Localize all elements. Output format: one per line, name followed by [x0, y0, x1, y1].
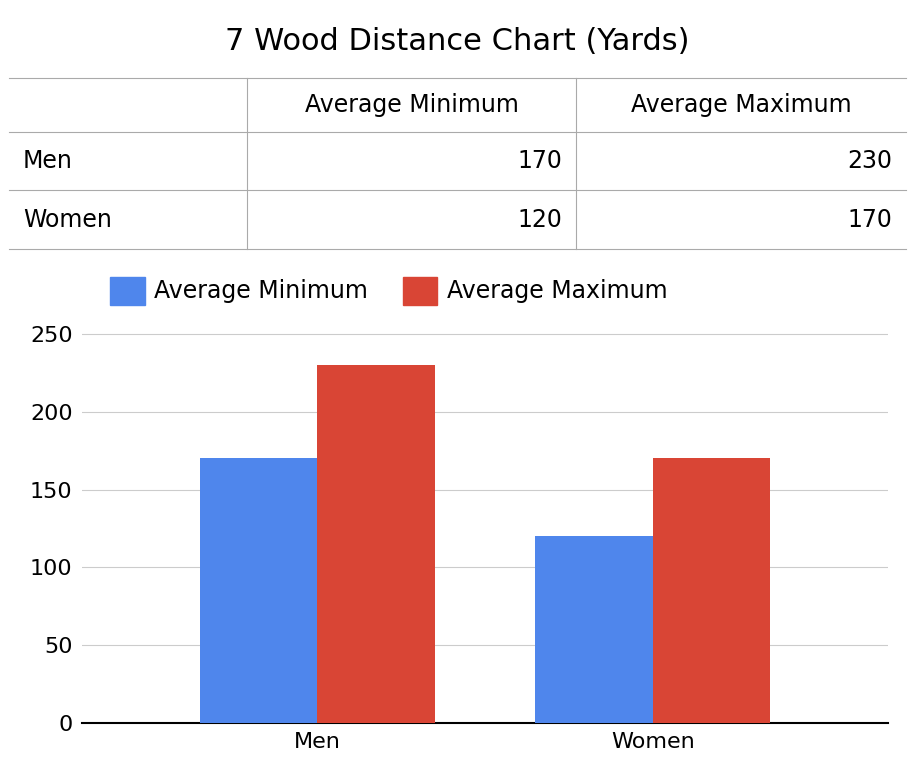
Text: Average Minimum: Average Minimum [154, 280, 368, 303]
Text: 120: 120 [518, 207, 563, 232]
Bar [535, 536, 652, 723]
Bar [199, 458, 318, 723]
Bar [652, 458, 770, 723]
Text: Average Minimum: Average Minimum [305, 93, 519, 117]
Text: 170: 170 [518, 149, 563, 173]
Text: Average Maximum: Average Maximum [630, 93, 852, 117]
Text: 7 Wood Distance Chart (Yards): 7 Wood Distance Chart (Yards) [225, 27, 690, 56]
Bar [318, 365, 435, 723]
Text: Men: Men [23, 149, 73, 173]
Text: Average Maximum: Average Maximum [447, 280, 667, 303]
Text: Women: Women [23, 207, 112, 232]
Text: 230: 230 [847, 149, 892, 173]
Text: 170: 170 [847, 207, 892, 232]
